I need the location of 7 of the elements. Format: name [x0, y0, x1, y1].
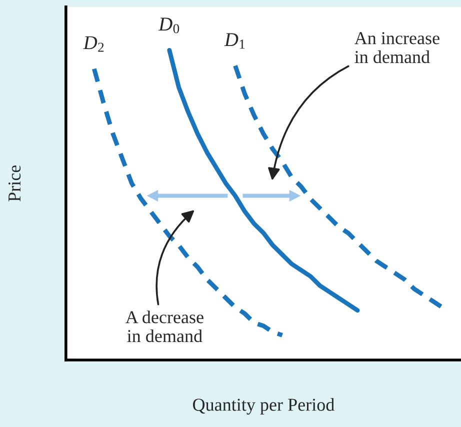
series-label: D$_{0}$ — [158, 18, 180, 34]
annotation: An increase in demand — [354, 32, 440, 64]
x-axis-title: Quantity per Period — [193, 398, 334, 415]
series-label: D$_{1}$ — [224, 33, 245, 49]
series-label: D$_{2}$ — [83, 36, 104, 52]
y-axis-title: Price — [8, 165, 21, 202]
annotation: A decrease in demand — [126, 310, 204, 342]
